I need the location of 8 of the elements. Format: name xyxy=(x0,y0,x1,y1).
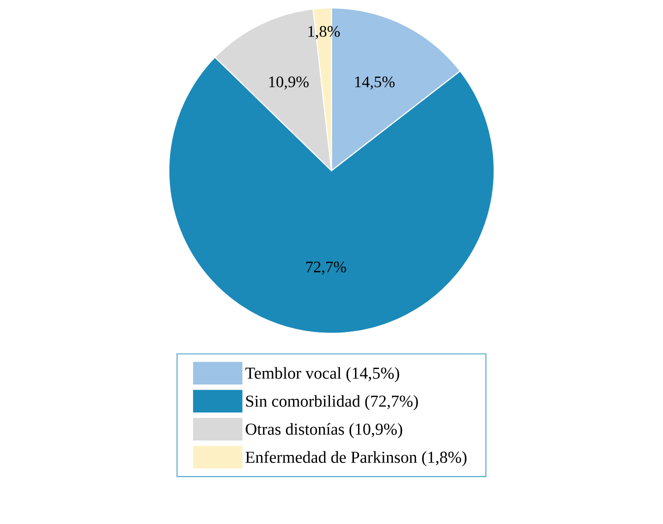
legend-label: Sin comorbilidad (72,7%) xyxy=(246,395,418,410)
legend-label: Temblor vocal (14,5%) xyxy=(245,367,400,382)
data-label: 1,8% xyxy=(308,26,340,40)
data-label: 14,5% xyxy=(355,76,395,90)
legend-label: Otras distonías (10,9%) xyxy=(246,423,402,438)
data-label: 10,9% xyxy=(269,76,309,90)
legend-label: Enfermedad de Parkinson (1,8%) xyxy=(246,451,466,466)
data-label: 72,7% xyxy=(306,262,346,275)
